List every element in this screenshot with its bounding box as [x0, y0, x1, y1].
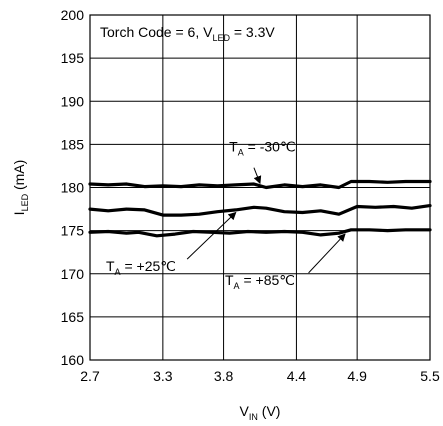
annotation-arrow-2	[308, 233, 346, 274]
series-layer	[88, 179, 432, 238]
condition-label: Torch Code = 6, VLED = 3.3V	[100, 24, 275, 43]
annotation-label-2: TA = +85℃	[225, 272, 295, 291]
plot-frame	[89, 14, 431, 361]
y-tick-label: 170	[61, 266, 85, 282]
annotation-arrow-1	[186, 211, 237, 260]
x-axis-label: VIN (V)	[240, 403, 281, 422]
series-line-0	[88, 179, 432, 190]
y-tick-label: 200	[61, 7, 85, 23]
annotation-label-0: TA = -30℃	[229, 138, 296, 157]
annotation-layer: TA = -30℃ TA = +25℃ TA = +85℃	[106, 138, 346, 291]
x-tick-label: 4.9	[347, 368, 367, 384]
y-tick-label: 180	[61, 180, 85, 196]
y-tick-labels: 160 165 170 175 180 185 190 195 200	[61, 7, 85, 368]
x-tick-label: 3.3	[153, 368, 173, 384]
x-tick-label: 4.4	[287, 368, 307, 384]
y-tick-label: 185	[61, 136, 85, 152]
x-tick-label: 2.7	[80, 368, 100, 384]
y-tick-label: 195	[61, 50, 85, 66]
y-tick-label: 190	[61, 93, 85, 109]
y-tick-label: 165	[61, 309, 85, 325]
x-tick-label: 3.8	[214, 368, 234, 384]
x-tick-labels: 2.7 3.3 3.8 4.4 4.9 5.5	[80, 368, 440, 384]
series-line-2	[88, 228, 432, 238]
y-tick-label: 160	[61, 352, 85, 368]
annotation-arrow-0	[253, 167, 262, 185]
y-axis-label: ILED (mA)	[11, 160, 30, 216]
series-line-1	[88, 204, 432, 217]
y-tick-label: 175	[61, 223, 85, 239]
grid	[90, 15, 430, 360]
annotation-label-1: TA = +25℃	[106, 258, 176, 277]
x-tick-label: 5.5	[420, 368, 440, 384]
